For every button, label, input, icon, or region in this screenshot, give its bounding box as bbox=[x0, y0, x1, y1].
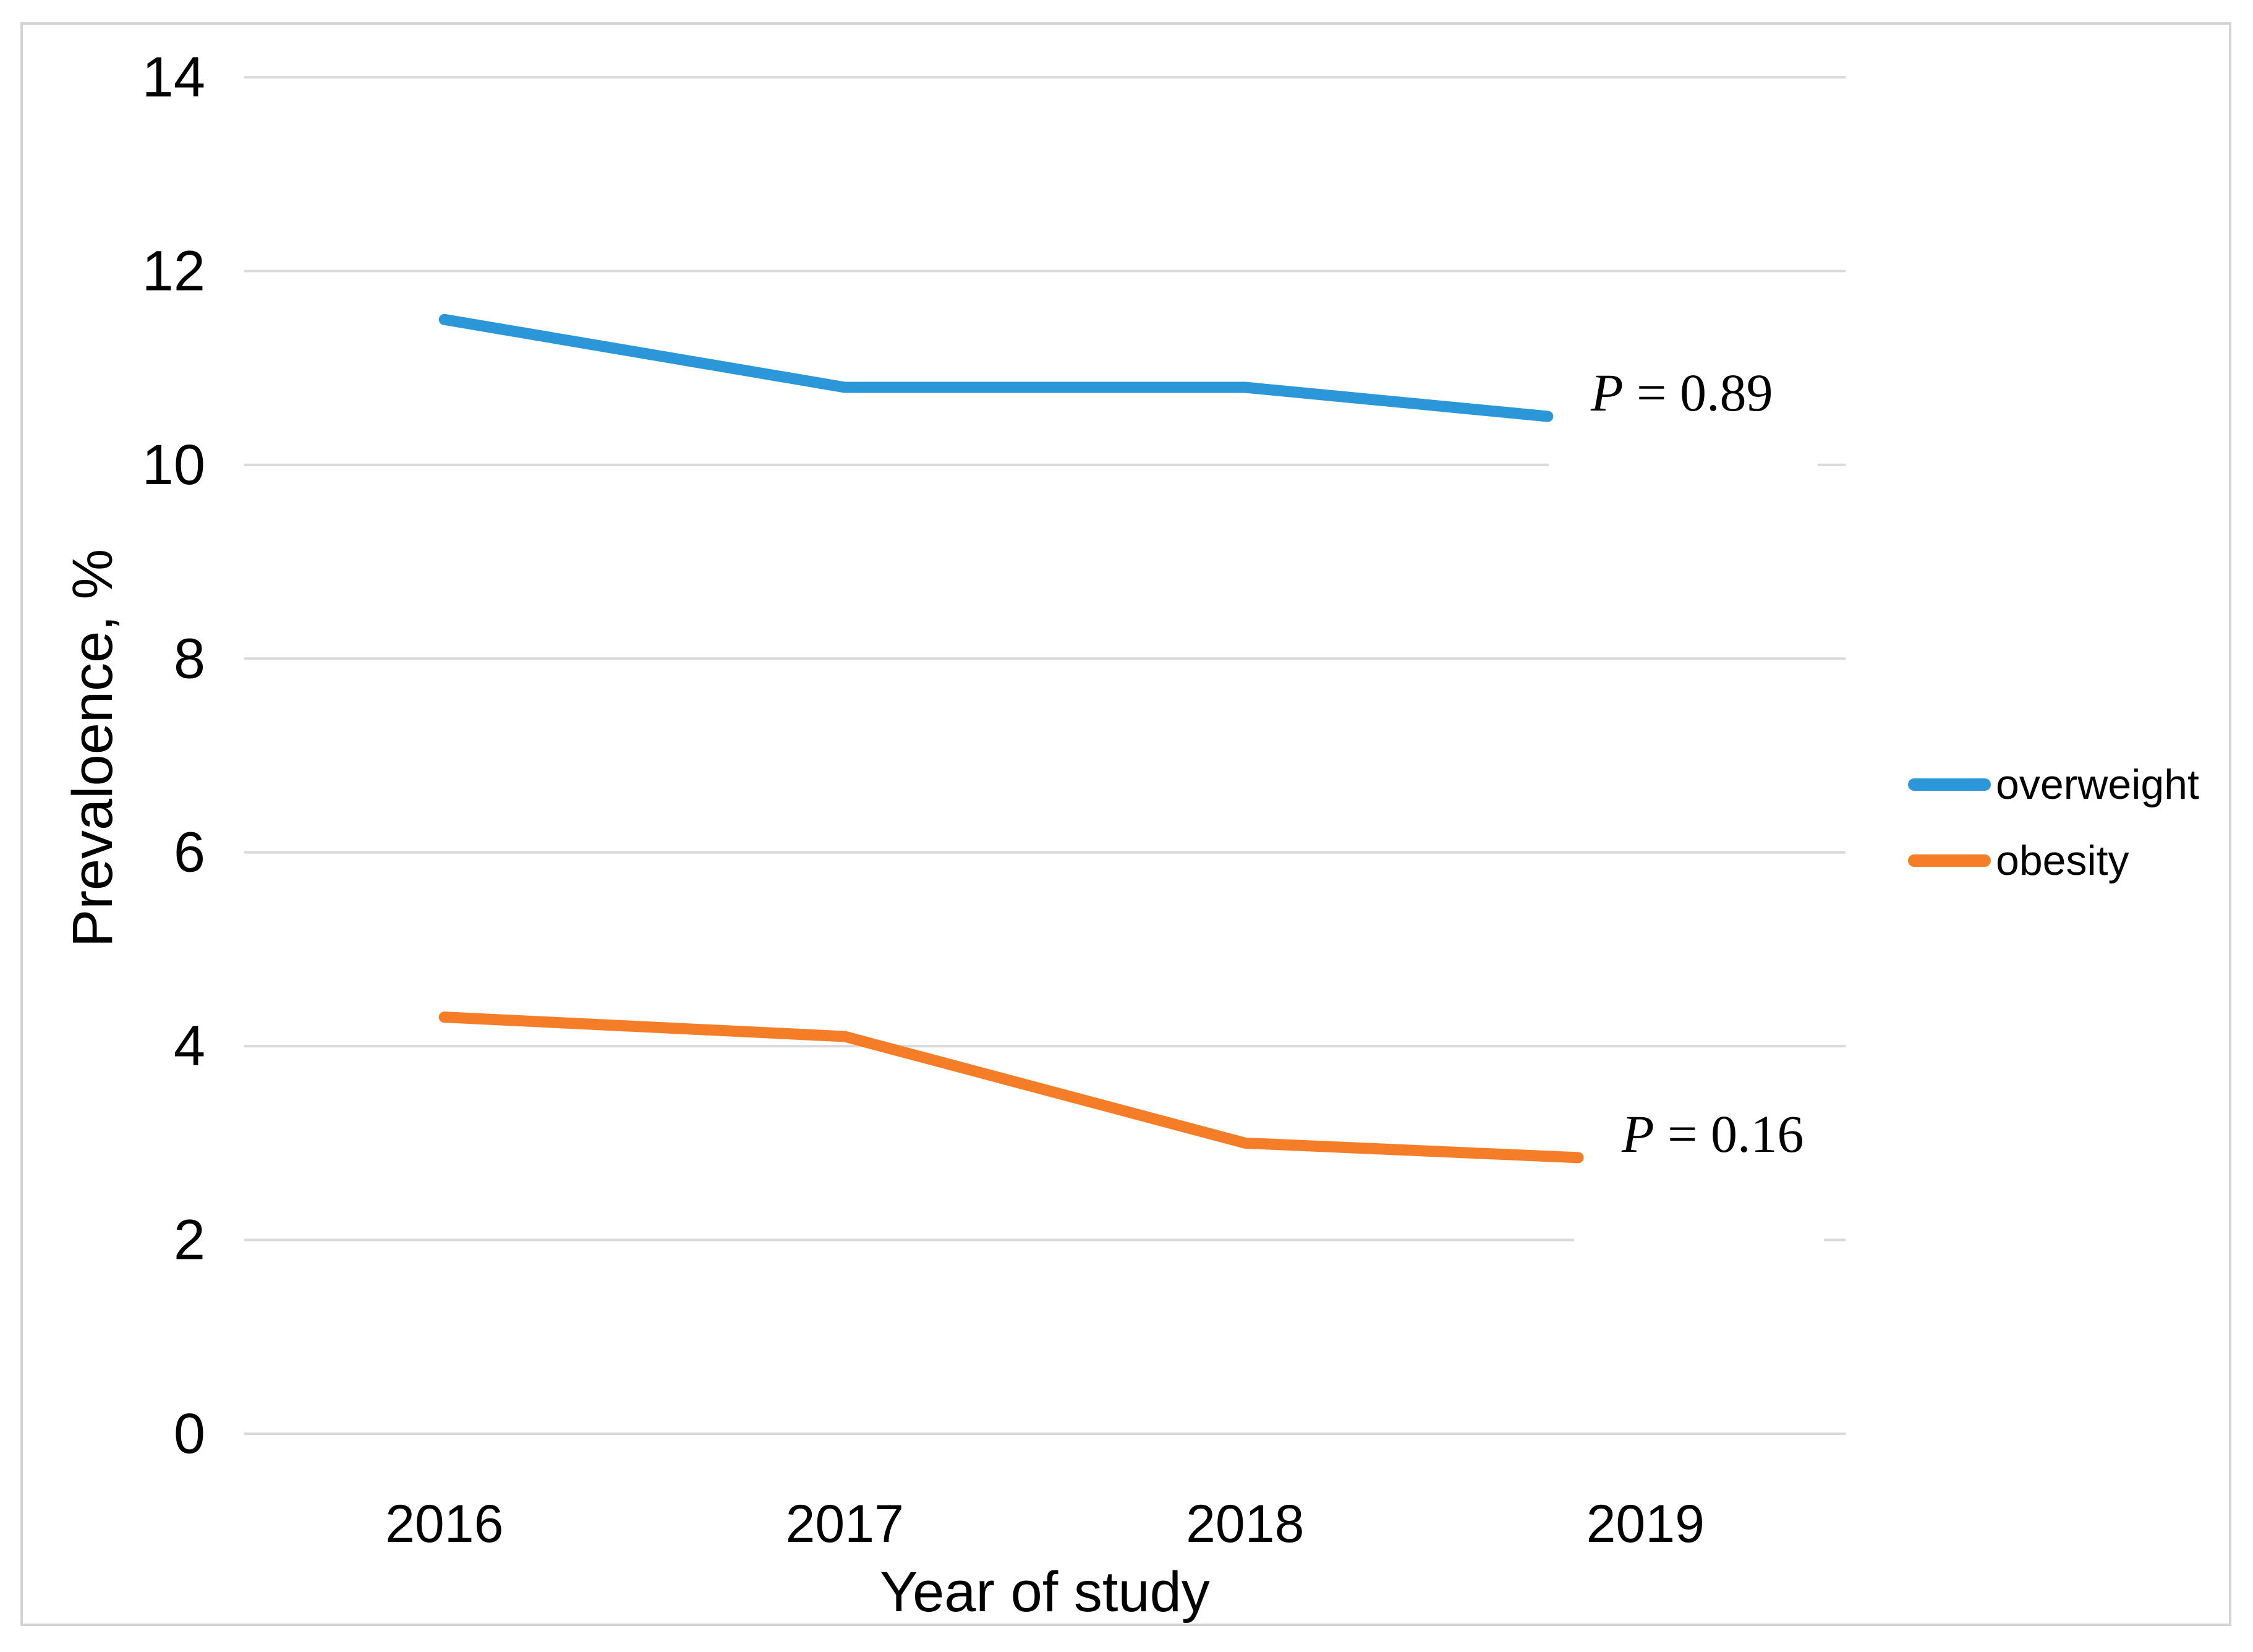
annotation-background-obesity bbox=[1574, 1051, 1824, 1274]
y-tick-label-4: 4 bbox=[174, 1015, 205, 1078]
annotation-p-value-obesity: P = 0.16 bbox=[1621, 1104, 1804, 1164]
y-tick-label-14: 14 bbox=[142, 46, 205, 109]
y-tick-label-6: 6 bbox=[174, 821, 205, 884]
annotation-background-overweight bbox=[1549, 331, 1818, 495]
y-tick-label-2: 2 bbox=[174, 1209, 205, 1272]
p-value-annotations: P = 0.89 P = 0.16 bbox=[1590, 363, 1804, 1164]
series-line-obesity bbox=[438, 1011, 1584, 1164]
y-axis-title: Prevaloence, % bbox=[61, 549, 124, 947]
annotation-p-value-overweight: P = 0.89 bbox=[1590, 363, 1773, 422]
x-tick-label-2018: 2018 bbox=[1186, 1494, 1304, 1554]
figure-frame bbox=[20, 22, 2231, 1626]
y-tick-label-10: 10 bbox=[142, 433, 205, 496]
y-axis-tick-labels: 0 2 4 6 8 10 12 14 bbox=[142, 46, 205, 1465]
series-lines bbox=[438, 313, 1584, 1164]
x-axis-title: Year of study bbox=[880, 1560, 1210, 1624]
legend-label-obesity: obesity bbox=[1996, 837, 2129, 884]
x-tick-label-2016: 2016 bbox=[385, 1494, 503, 1554]
x-tick-label-2017: 2017 bbox=[786, 1494, 904, 1554]
legend: overweight obesity bbox=[1908, 761, 2199, 884]
y-tick-label-8: 8 bbox=[174, 627, 205, 690]
y-tick-label-12: 12 bbox=[142, 239, 205, 302]
y-tick-label-0: 0 bbox=[174, 1402, 205, 1465]
legend-label-overweight: overweight bbox=[1996, 761, 2199, 808]
x-axis-tick-labels: 2016 2017 2018 2019 bbox=[385, 1494, 1705, 1554]
annotation-backgrounds bbox=[1549, 331, 1824, 1274]
x-tick-label-2019: 2019 bbox=[1586, 1494, 1705, 1554]
series-line-overweight bbox=[438, 313, 1554, 422]
